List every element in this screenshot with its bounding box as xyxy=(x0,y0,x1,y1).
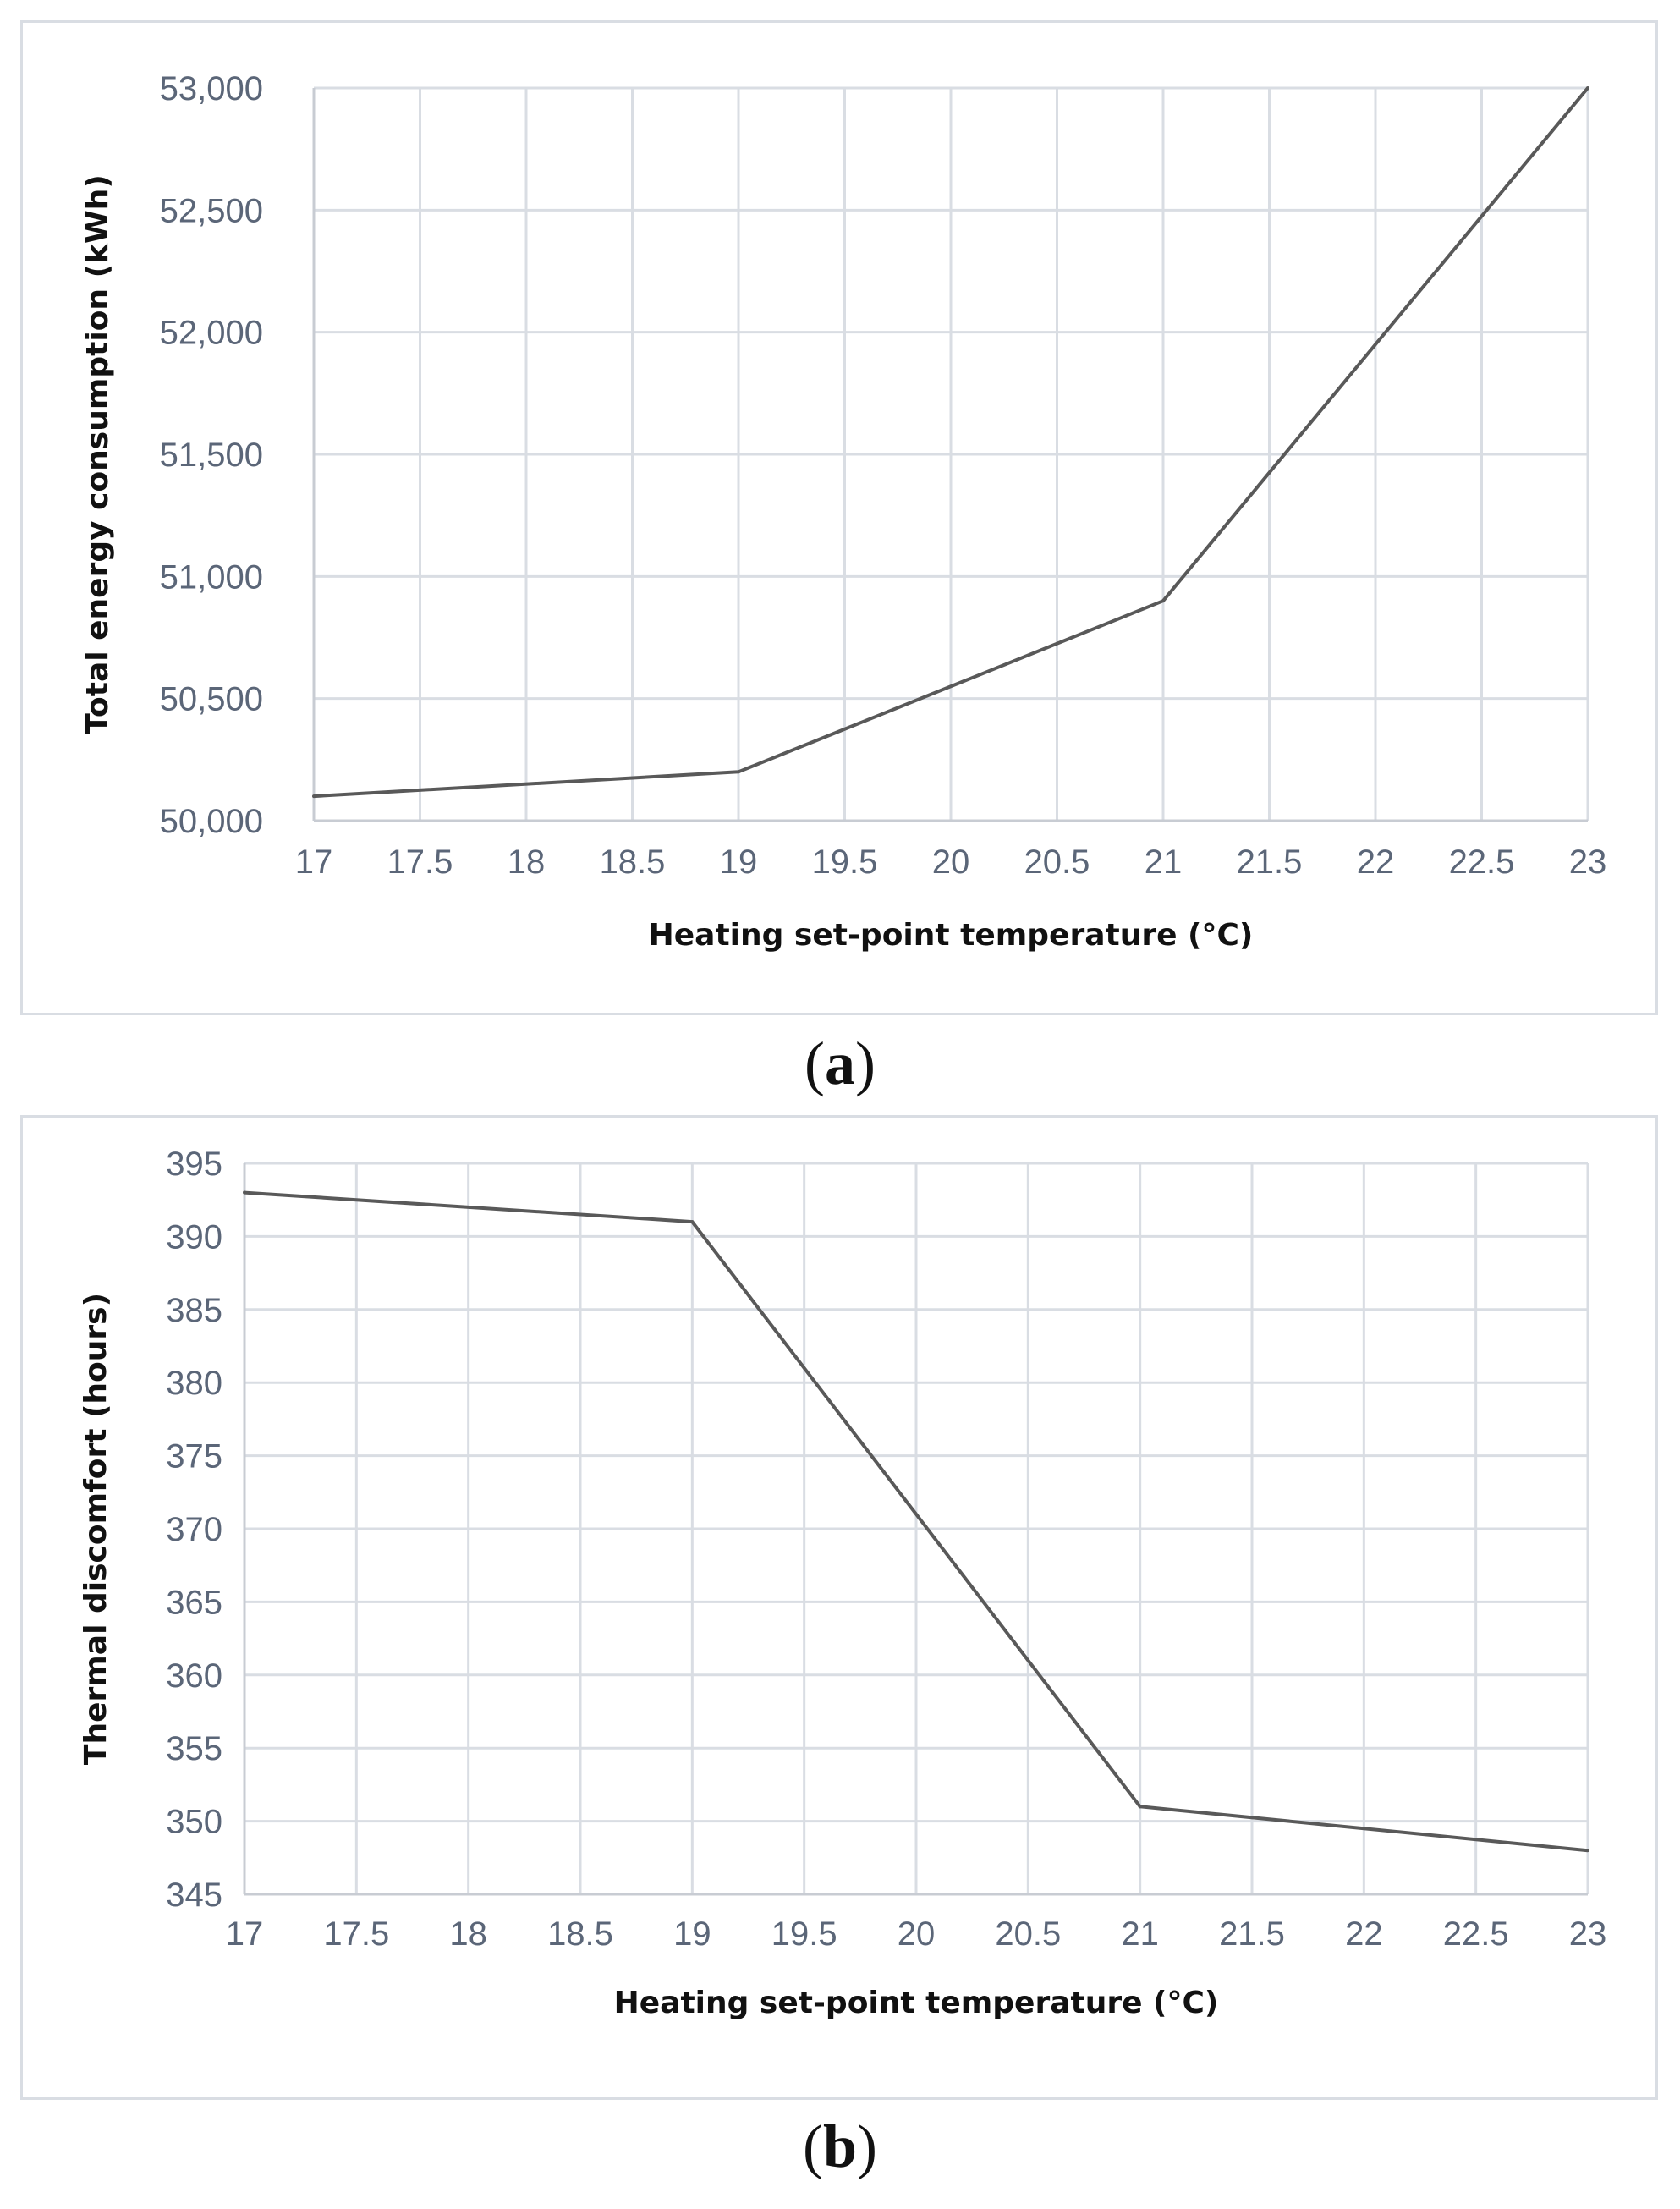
series-line xyxy=(244,1190,1589,1853)
x-tick-label: 21 xyxy=(1145,843,1183,881)
x-axis-title: Heating set-point temperature (°C) xyxy=(649,918,1254,953)
x-tick-label: 18 xyxy=(449,1915,487,1953)
data-point xyxy=(1586,86,1589,90)
y-tick-label: 50,000 xyxy=(160,803,263,840)
x-tick-label: 22 xyxy=(1345,1915,1383,1953)
y-tick-label: 52,500 xyxy=(160,192,263,229)
x-tick-label: 17.5 xyxy=(387,843,453,881)
data-point xyxy=(1138,1805,1142,1809)
x-tick-label: 21.5 xyxy=(1219,1915,1285,1953)
data-point xyxy=(737,770,740,774)
x-tick-label: 18.5 xyxy=(600,843,666,881)
y-tick-label: 375 xyxy=(166,1438,222,1475)
y-tick-label: 370 xyxy=(166,1511,222,1548)
chart-b-svg: 17 17.5 18 18.5 19 19.5 20 20.5 21 21.5 22 22.5 23 34… xyxy=(79,1146,1607,2020)
caption-b: (b) xyxy=(802,2113,877,2180)
chart-panel-b: 17 17.5 18 18.5 19 19.5 20 20.5 21 21.5 22 22.5 23 34… xyxy=(20,1115,1658,2100)
x-tick-label: 20.5 xyxy=(995,1915,1061,1953)
x-tick-label: 20 xyxy=(932,843,970,881)
y-tick-label: 385 xyxy=(166,1292,222,1329)
chart-panel-a: 17 17.5 18 18.5 19 19.5 20 20.5 21 21.5 22 22.5 23 50… xyxy=(20,20,1658,1015)
x-tick-label: 17 xyxy=(295,843,333,881)
x-tick-label: 19 xyxy=(720,843,758,881)
y-tick-label: 350 xyxy=(166,1804,222,1841)
y-tick-label: 355 xyxy=(166,1730,222,1767)
y-tick-label: 390 xyxy=(166,1218,222,1256)
x-tick-label: 19.5 xyxy=(812,843,878,881)
x-tick-label: 23 xyxy=(1569,1915,1607,1953)
series-line xyxy=(313,86,1589,799)
caption-b-letter: b xyxy=(822,2113,858,2180)
data-point xyxy=(1586,1849,1589,1853)
x-tick-label: 19 xyxy=(673,1915,711,1953)
y-tick-label: 380 xyxy=(166,1365,222,1402)
x-tick-label: 20.5 xyxy=(1024,843,1090,881)
y-axis-title: Total energy consumption (kWh) xyxy=(80,174,115,734)
x-tick-label: 22.5 xyxy=(1443,1915,1509,1953)
x-axis-title: Heating set-point temperature (°C) xyxy=(614,1986,1219,2020)
y-tick-label: 395 xyxy=(166,1146,222,1183)
x-tick-label: 23 xyxy=(1569,843,1607,881)
data-point xyxy=(243,1190,246,1195)
data-point xyxy=(690,1220,695,1224)
x-tick-label: 22.5 xyxy=(1449,843,1515,881)
y-tick-label: 360 xyxy=(166,1657,222,1695)
data-point xyxy=(312,794,316,799)
x-tick-label: 19.5 xyxy=(771,1915,837,1953)
x-tick-label: 18 xyxy=(508,843,546,881)
x-tick-label: 18.5 xyxy=(547,1915,613,1953)
x-tick-label: 17.5 xyxy=(323,1915,389,1953)
y-tick-label: 52,000 xyxy=(160,315,263,352)
x-tick-label: 21.5 xyxy=(1237,843,1303,881)
data-point xyxy=(1161,599,1165,603)
y-axis-title: Thermal discomfort (hours) xyxy=(79,1293,113,1765)
x-tick-label: 21 xyxy=(1121,1915,1159,1953)
chart-a-svg: 17 17.5 18 18.5 19 19.5 20 20.5 21 21.5 22 22.5 23 50… xyxy=(80,70,1607,953)
x-tick-label: 17 xyxy=(226,1915,264,1953)
y-tick-label: 365 xyxy=(166,1584,222,1621)
x-tick-label: 20 xyxy=(898,1915,936,1953)
y-tick-label: 345 xyxy=(166,1877,222,1914)
y-tick-label: 50,500 xyxy=(160,681,263,718)
y-tick-label: 53,000 xyxy=(160,70,263,107)
y-tick-label: 51,500 xyxy=(160,437,263,474)
x-tick-label: 22 xyxy=(1357,843,1395,881)
y-tick-label: 51,000 xyxy=(160,558,263,596)
caption-a: (a) xyxy=(804,1030,876,1097)
caption-a-letter: a xyxy=(825,1030,855,1097)
